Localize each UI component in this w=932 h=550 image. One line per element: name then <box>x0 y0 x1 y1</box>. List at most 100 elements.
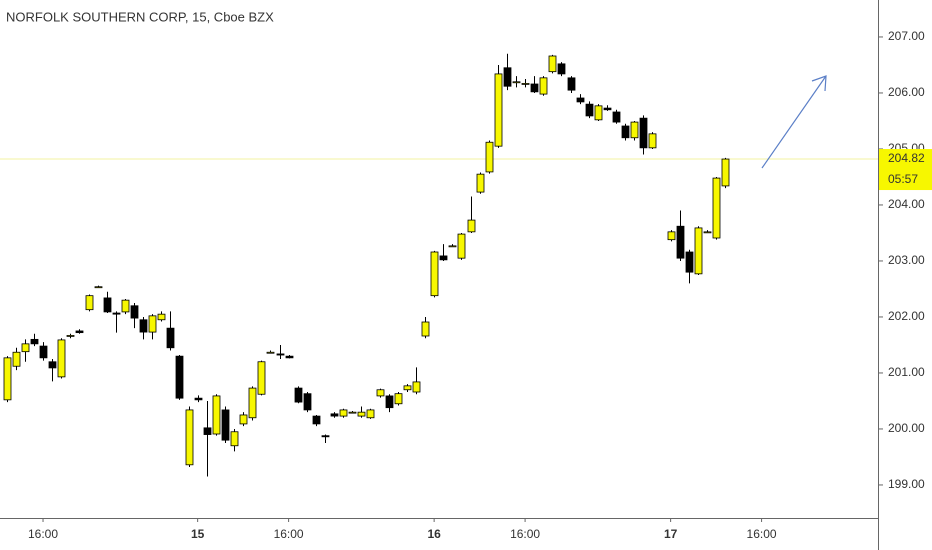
y-tick-label: 199.00 <box>888 477 925 491</box>
candle-body <box>66 335 75 337</box>
candle-body <box>194 397 203 401</box>
chart-title: NORFOLK SOUTHERN CORP, 15, Cboe BZX <box>6 9 274 24</box>
candle-body <box>503 67 512 87</box>
price-label-box <box>879 149 932 191</box>
candle-body <box>366 409 375 419</box>
candle-body <box>612 111 621 123</box>
candle-body <box>85 295 94 311</box>
candle-body <box>239 414 248 425</box>
candle-body <box>421 321 430 337</box>
candle-body <box>75 330 84 334</box>
candle-body <box>248 387 257 419</box>
candle-body <box>57 339 66 378</box>
candle-body <box>685 251 694 273</box>
candle-body <box>448 245 457 248</box>
candle-body <box>639 117 648 149</box>
candle-body <box>330 413 339 417</box>
x-tick-label: 16:00 <box>510 527 540 541</box>
candle-body <box>585 103 594 117</box>
candle-body <box>312 415 321 425</box>
candle-body <box>721 158 730 187</box>
candle-body <box>139 319 148 333</box>
y-tick-label: 202.00 <box>888 309 925 323</box>
y-tick-label: 206.00 <box>888 85 925 99</box>
candle-body <box>603 107 612 111</box>
candle-body <box>39 345 48 359</box>
candle-body <box>403 385 412 391</box>
candle-body <box>439 255 448 261</box>
candle-body <box>457 233 466 259</box>
candle-body <box>548 55 557 73</box>
candle-body <box>394 393 403 405</box>
candle-body <box>521 83 530 85</box>
y-tick-label: 204.00 <box>888 197 925 211</box>
candle-body <box>485 141 494 173</box>
candle-body <box>412 381 421 393</box>
y-tick-label: 200.00 <box>888 421 925 435</box>
candle-body <box>276 353 285 356</box>
x-tick-label: 16 <box>427 527 441 541</box>
price-label: 204.82 <box>888 151 925 165</box>
candle-body <box>530 83 539 93</box>
candle-body <box>467 219 476 233</box>
candle-body <box>257 361 266 395</box>
candle-body <box>48 361 57 369</box>
candle-body <box>339 409 348 417</box>
candle-body <box>667 231 676 241</box>
candle-body <box>166 327 175 349</box>
candle-body <box>94 286 103 289</box>
candle-body <box>539 77 548 95</box>
candle-body <box>294 387 303 403</box>
candle-body <box>285 355 294 359</box>
candle-body <box>112 312 121 315</box>
candle-body <box>357 411 366 417</box>
candle-body <box>376 389 385 397</box>
y-tick-label: 203.00 <box>888 253 925 267</box>
candle-body <box>576 97 585 103</box>
candle-body <box>157 313 166 321</box>
x-tick-label: 16:00 <box>274 527 304 541</box>
candle-body <box>430 251 439 297</box>
candle-body <box>703 231 712 234</box>
x-tick-label: 16:00 <box>28 527 58 541</box>
candle-body <box>212 395 221 435</box>
y-tick-label: 201.00 <box>888 365 925 379</box>
candle-body <box>348 411 357 414</box>
candle-body <box>512 81 521 84</box>
candle-body <box>712 177 721 239</box>
candle-body <box>303 393 312 411</box>
countdown-label: 05:57 <box>888 172 918 186</box>
candle-body <box>321 435 330 438</box>
candle-body <box>30 338 39 345</box>
candle-body <box>494 73 503 147</box>
x-tick-label: 15 <box>191 527 205 541</box>
candle-body <box>557 63 566 75</box>
candle-body <box>266 351 275 354</box>
candle-body <box>3 357 12 401</box>
y-tick-label: 207.00 <box>888 29 925 43</box>
candle-body <box>103 297 112 313</box>
candle-body <box>203 427 212 435</box>
candle-body <box>175 355 184 399</box>
candle-body <box>630 121 639 139</box>
candle-body <box>676 225 685 259</box>
candle-body <box>148 315 157 333</box>
candle-body <box>694 227 703 275</box>
candle-body <box>121 299 130 313</box>
candle-body <box>221 409 230 441</box>
candle-body <box>185 409 194 466</box>
candle-body <box>648 133 657 149</box>
candle-body <box>130 305 139 319</box>
plot-area <box>0 53 878 477</box>
candle-body <box>621 125 630 139</box>
candle-body <box>594 105 603 121</box>
x-tick-label: 16:00 <box>747 527 777 541</box>
candle-body <box>567 77 576 91</box>
candle-body <box>230 431 239 447</box>
trend-arrow <box>761 75 827 169</box>
candle-body <box>476 173 485 193</box>
candle-body <box>385 395 394 409</box>
candle-body <box>21 343 30 353</box>
